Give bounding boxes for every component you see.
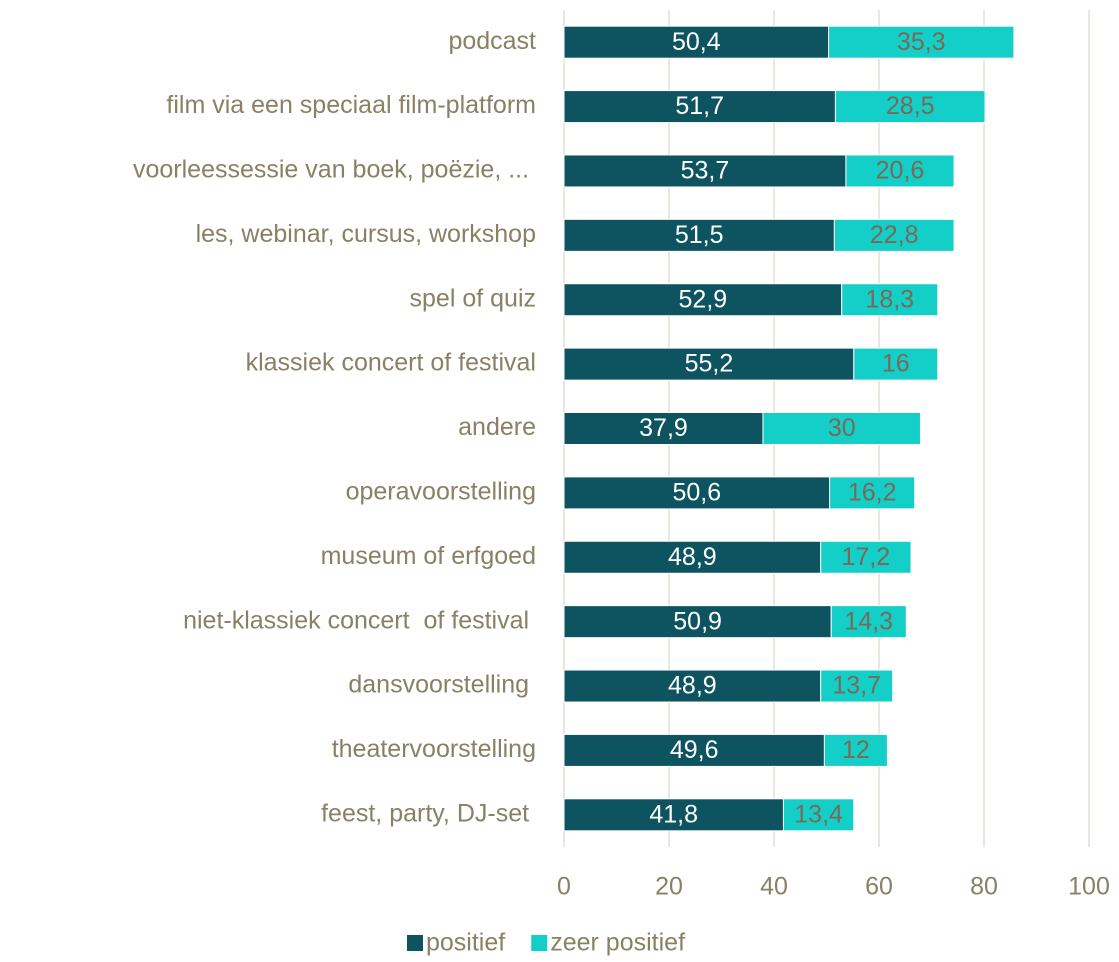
y-tick-label: les, webinar, cursus, workshop [196,220,536,248]
bar-segment [841,283,939,317]
data-label: 18,3 [865,285,914,313]
data-label: 49,6 [670,736,719,764]
bar-segment [845,154,955,188]
bar-segment [820,540,912,574]
bar-segment [823,733,888,767]
data-label: 53,7 [681,157,730,185]
data-label: 16,2 [848,478,897,506]
data-label: 37,9 [639,414,688,442]
y-tick-label: operavoorstelling [346,477,536,505]
data-label: 41,8 [649,800,698,828]
bar-segment [563,283,843,317]
bar-segment [563,347,855,381]
data-label: 20,6 [876,157,925,185]
data-label: 50,6 [672,478,721,506]
bar-segment [829,476,916,510]
x-tick-label: 20 [655,873,683,901]
data-label: 52,9 [679,285,728,313]
data-label: 12 [842,736,870,764]
legend-label: positief [426,929,505,957]
data-label: 51,7 [675,92,724,120]
x-tick-label: 80 [970,873,998,901]
legend-swatch [407,935,423,951]
data-label: 51,5 [675,221,724,249]
bar-segment [563,218,835,252]
bar-segment [563,154,847,188]
y-tick-label: andere [458,413,536,441]
bar-segment [563,733,825,767]
y-tick-label: museum of erfgoed [321,542,536,570]
bar-segment [828,25,1015,59]
bar-segment [563,25,830,59]
data-label: 28,5 [886,92,935,120]
bar-segment [833,218,955,252]
data-label: 35,3 [897,28,946,56]
bar-segment [820,669,894,703]
bar-segment [563,669,822,703]
y-tick-label: podcast [448,27,536,55]
y-tick-label: dansvoorstelling [348,671,536,699]
data-label: 13,4 [794,800,843,828]
data-label: 14,3 [844,607,893,635]
x-tick-label: 100 [1068,873,1110,901]
bar-segment [830,605,907,639]
legend-swatch [531,935,548,951]
y-tick-label: spel of quiz [410,284,536,312]
legend-label: zeer positief [550,929,685,957]
data-label: 50,4 [672,28,721,56]
y-tick-label: theatervoorstelling [332,735,536,763]
bar-segment [563,412,764,445]
y-tick-label: voorleessessie van boek, poëzie, ... [133,156,536,184]
data-label: 48,9 [668,672,717,700]
data-label: 16 [882,350,910,378]
data-label: 17,2 [842,543,891,571]
bar-segment [762,412,921,445]
y-tick-label: klassiek concert of festival [246,349,536,377]
bar-segment [563,540,822,574]
data-label: 13,7 [832,672,881,700]
bar-segment [834,90,986,124]
data-label: 22,8 [870,221,919,249]
x-tick-label: 0 [557,873,571,901]
x-tick-label: 40 [760,873,788,901]
data-label: 55,2 [685,350,734,378]
data-label: 30 [828,414,856,442]
y-tick-label: niet-klassiek concert of festival [183,606,536,634]
x-tick-label: 60 [865,873,893,901]
y-tick-label: film via een speciaal film-platform [166,91,536,119]
data-label: 50,9 [673,607,722,635]
data-label: 48,9 [668,543,717,571]
bar-segment [782,798,855,832]
bar-segment [853,347,939,381]
y-tick-label: feest, party, DJ-set [321,799,536,827]
